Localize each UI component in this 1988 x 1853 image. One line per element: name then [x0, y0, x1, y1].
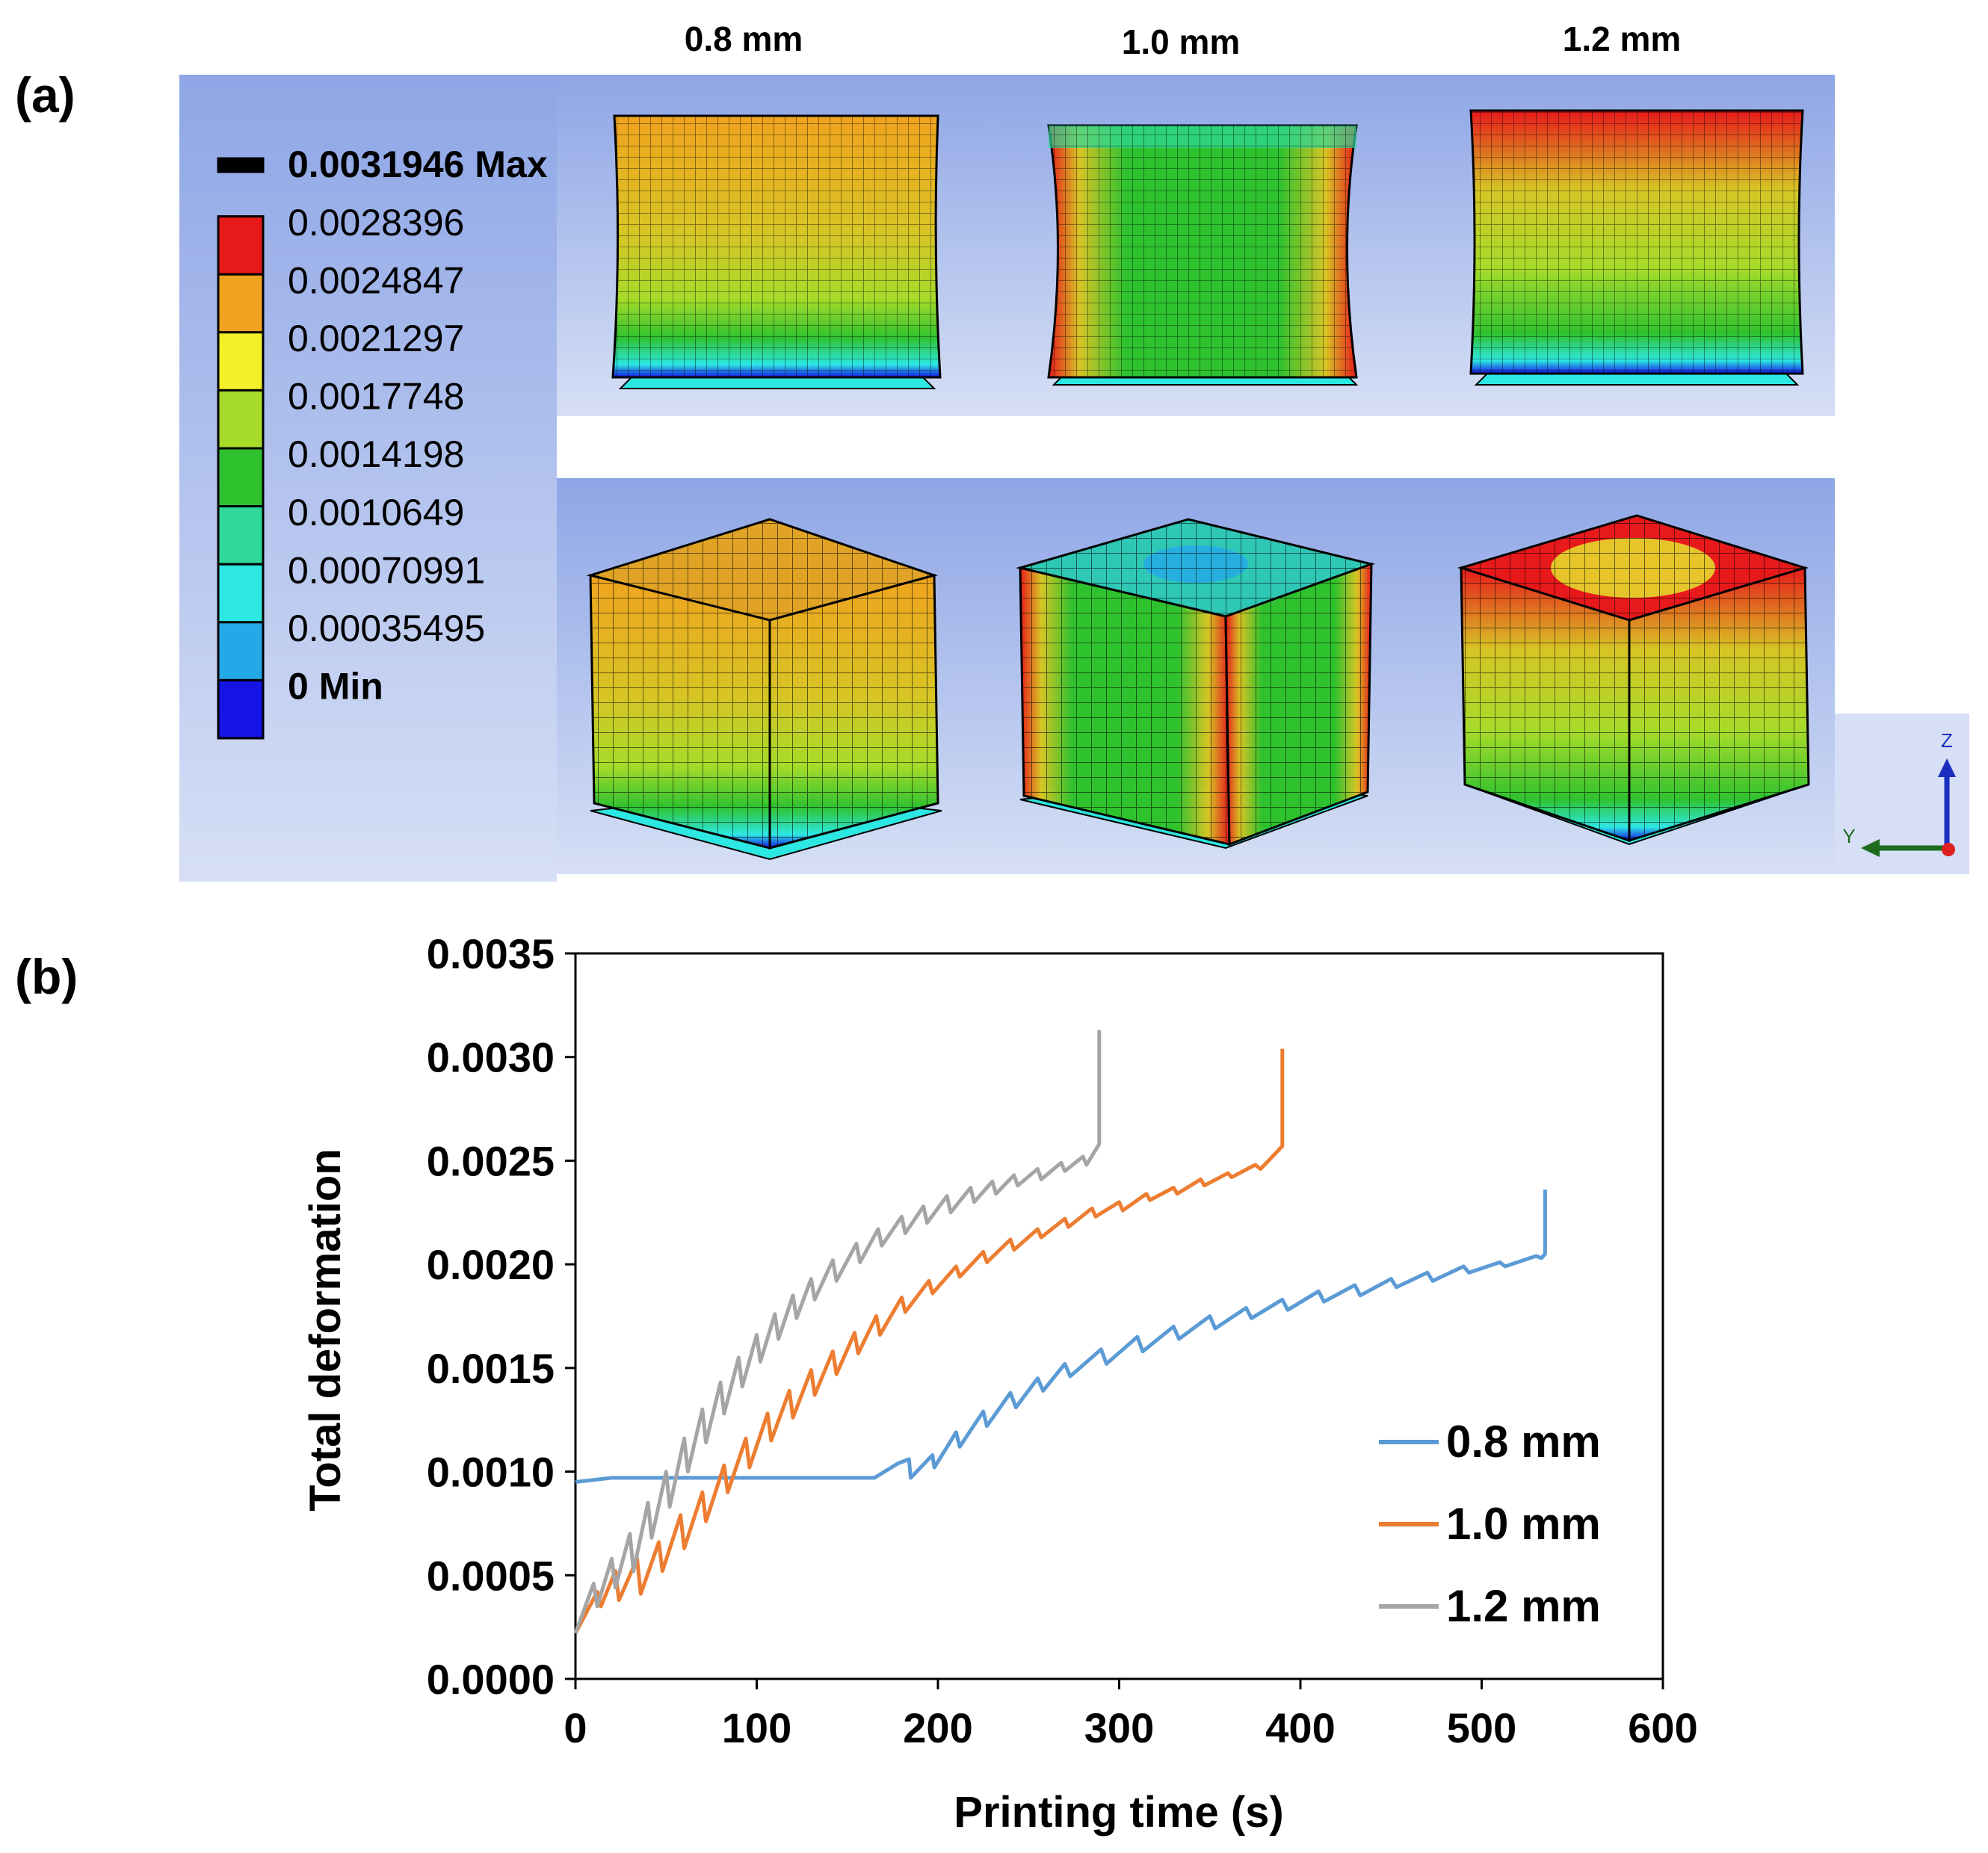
y-tick-label: 0.0025 [427, 1137, 555, 1184]
legend-series-label: 0.8 mm [1446, 1417, 1601, 1467]
plot-area [574, 952, 1664, 1680]
iso-view-0.8mm [586, 518, 942, 861]
legend-value-label: 0.00070991 [288, 549, 485, 591]
legend-value-label: 0.0010649 [288, 492, 464, 533]
panel-a-label: (a) [15, 67, 75, 123]
column-title-1.2: 1.2 mm [1563, 19, 1682, 58]
x-tick-label: 0 [564, 1704, 587, 1751]
legend-swatch [217, 621, 265, 681]
legend-swatch [217, 331, 265, 392]
legend-swatch [217, 678, 265, 740]
y-ticks: 0.0000 0.0005 0.0010 0.0015 0.0020 0.0025 0.00… [427, 930, 575, 1703]
x-tick-label: 600 [1628, 1704, 1697, 1751]
x-tick-label: 100 [722, 1704, 791, 1751]
x-axis-label: Printing time (s) [954, 1788, 1283, 1837]
y-tick-label: 0.0010 [427, 1449, 555, 1496]
legend-value-label: 0.0014198 [288, 433, 464, 475]
legend-series-label: 1.2 mm [1446, 1581, 1601, 1631]
legend-value-label: 0.0031946 Max [288, 143, 548, 185]
legend-swatch [217, 157, 265, 173]
triad-y-label: Y [1842, 825, 1855, 847]
legend-value-label: 0.0021297 [288, 318, 464, 359]
deformation-chart: 0 100 200 300 400 500 600 0.00000.00050.00100.… [301, 930, 1698, 1837]
legend-value-label: 0 Min [288, 666, 383, 708]
side-view-1.0mm [1047, 124, 1359, 386]
legend-swatch [217, 273, 265, 334]
y-tick-label: 0.0000 [427, 1656, 555, 1703]
legend-value-label: 0.00035495 [288, 607, 485, 649]
x-tick-label: 200 [903, 1704, 972, 1751]
deformation-color-legend: 0.0031946 Max 0.0028396 0.0024847 0.0021297… [217, 143, 548, 740]
legend-swatch [217, 505, 265, 566]
y-tick-label: 0.0015 [427, 1345, 555, 1392]
side-view-0.8mm [611, 114, 942, 389]
panel-b-label: (b) [15, 949, 78, 1004]
legend-series-label: 1.0 mm [1446, 1499, 1601, 1549]
legend-swatch [217, 389, 265, 450]
legend-value-label: 0.0017748 [288, 376, 464, 418]
legend-swatch [217, 447, 265, 508]
legend-swatch [217, 215, 265, 276]
y-axis-label: Total deformation [301, 1148, 350, 1511]
side-view-1.2mm [1469, 109, 1804, 386]
x-tick-label: 500 [1447, 1704, 1516, 1751]
y-tick-label: 0.0030 [427, 1034, 555, 1081]
x-ticks: 0 100 200 300 400 500 600 [564, 1679, 1698, 1751]
legend-value-label: 0.0024847 [288, 259, 464, 301]
y-tick-label: 0.0005 [427, 1552, 555, 1599]
triad-z-label: Z [1941, 729, 1953, 752]
column-titles: 0.8 mm 1.0 mm 1.2 mm [685, 19, 1682, 61]
series-lines [573, 1030, 1547, 1635]
series-line-1.0-mm [573, 1048, 1285, 1635]
iso-view-1.2mm [1457, 514, 1810, 846]
x-tick-label: 400 [1265, 1704, 1335, 1751]
x-tick-label: 300 [1084, 1704, 1154, 1751]
column-title-0.8: 0.8 mm [685, 19, 803, 58]
chart-legend: 0.8 mm 1.0 mm 1.2 mm [1379, 1417, 1601, 1631]
iso-view-1.0mm [1016, 518, 1376, 850]
column-title-1.0: 1.0 mm [1122, 22, 1241, 61]
legend-value-label: 0.0028396 [288, 202, 464, 244]
y-tick-label: 0.0020 [427, 1241, 555, 1288]
legend-swatch [217, 563, 265, 624]
axis-triad: Z Y [1842, 729, 1956, 857]
y-tick-label: 0.0035 [427, 930, 555, 977]
series-line-1.2-mm [573, 1030, 1102, 1634]
series-line-0.8-mm [575, 1190, 1547, 1484]
